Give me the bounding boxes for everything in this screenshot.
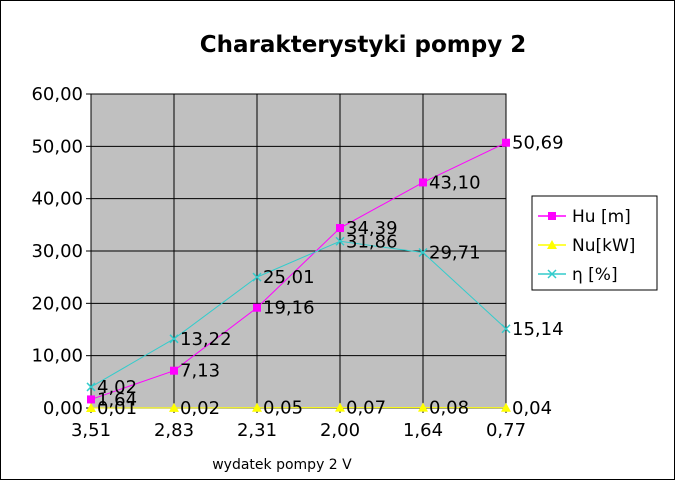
x-tick-label: 2,31 <box>237 420 277 441</box>
x-tick-label: 2,00 <box>320 420 360 441</box>
x-tick-label: 2,83 <box>154 420 194 441</box>
data-label-nu: 0,04 <box>512 398 552 419</box>
data-point-hu <box>87 395 95 403</box>
data-label-eta: 31,86 <box>346 231 398 252</box>
data-label-eta: 25,01 <box>263 267 315 288</box>
x-tick-label: 3,51 <box>71 420 111 441</box>
x-tick-label: 0,77 <box>486 420 526 441</box>
y-tick-label: 40,00 <box>31 189 83 210</box>
y-tick-label: 20,00 <box>31 293 83 314</box>
data-label-nu: 0,05 <box>263 398 303 419</box>
data-label-nu: 0,01 <box>97 398 137 419</box>
data-label-eta: 4,02 <box>97 377 137 398</box>
x-axis-title: wydatek pompy 2 V <box>212 457 352 473</box>
data-point-hu <box>419 178 427 186</box>
data-point-hu <box>170 367 178 375</box>
x-tick-label: 1,64 <box>403 420 443 441</box>
legend-label-eta: η [%] <box>572 265 618 285</box>
y-tick-label: 50,00 <box>31 136 83 157</box>
legend-label-nu: Nu[kW] <box>572 236 635 256</box>
data-label-eta: 13,22 <box>180 329 232 350</box>
data-point-hu <box>502 139 510 147</box>
data-point-hu <box>253 304 261 312</box>
data-label-nu: 0,02 <box>180 398 220 419</box>
data-label-nu: 0,08 <box>429 398 469 419</box>
legend-label-hu: Hu [m] <box>572 207 631 227</box>
legend: Hu [m] Nu[kW] η [%] <box>532 196 657 290</box>
data-label-eta: 29,71 <box>429 243 481 264</box>
y-tick-label: 0,00 <box>43 398 83 419</box>
y-tick-label: 10,00 <box>31 346 83 367</box>
data-label-eta: 15,14 <box>512 319 564 340</box>
data-label-hu: 43,10 <box>429 172 481 193</box>
y-tick-label: 30,00 <box>31 241 83 262</box>
data-point-hu <box>336 224 344 232</box>
data-label-hu: 50,69 <box>512 133 564 154</box>
data-label-nu: 0,07 <box>346 398 386 419</box>
y-tick-label: 60,00 <box>31 84 83 105</box>
data-label-hu: 19,16 <box>263 298 315 319</box>
legend-marker-hu <box>548 212 556 220</box>
chart-title: Charakterystyki pompy 2 <box>200 32 526 58</box>
data-label-hu: 7,13 <box>180 361 220 382</box>
